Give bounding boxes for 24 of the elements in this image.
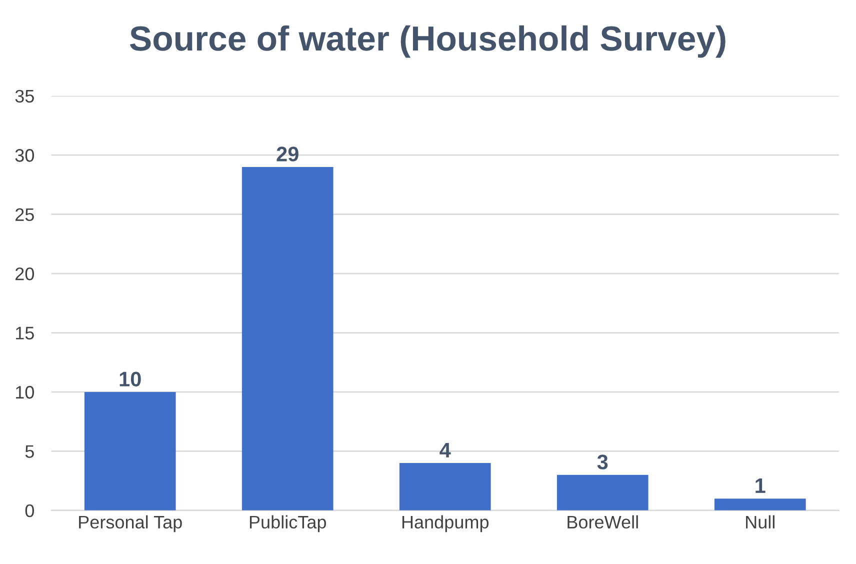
y-tick-label: 30: [15, 149, 34, 162]
x-tick-label: Personal Tap: [79, 515, 182, 532]
bar: [399, 463, 491, 510]
data-label: 10: [120, 372, 141, 386]
y-tick-label: 20: [16, 267, 34, 280]
y-tick-label: 15: [16, 326, 34, 340]
y-tick-label: 35: [15, 90, 34, 103]
chart-title: Source of water (Household Survey): [130, 25, 726, 58]
bar: [242, 166, 334, 510]
x-tick-label: Null: [746, 515, 774, 529]
bar: [714, 498, 806, 510]
data-label: 3: [597, 454, 608, 470]
x-tick-label: PublicTap: [250, 515, 326, 532]
y-tick-label: 25: [16, 208, 34, 222]
data-label: 1: [756, 478, 766, 493]
data-label: 29: [276, 146, 298, 162]
y-tick-label: 10: [16, 386, 34, 399]
bar: [556, 474, 648, 510]
data-label: 4: [440, 443, 451, 458]
x-tick-label: Handpump: [402, 515, 489, 532]
bar: [84, 392, 176, 510]
y-tick-label: 5: [25, 445, 34, 458]
x-tick-label: BoreWell: [568, 515, 638, 529]
y-tick-label: 0: [25, 504, 34, 518]
